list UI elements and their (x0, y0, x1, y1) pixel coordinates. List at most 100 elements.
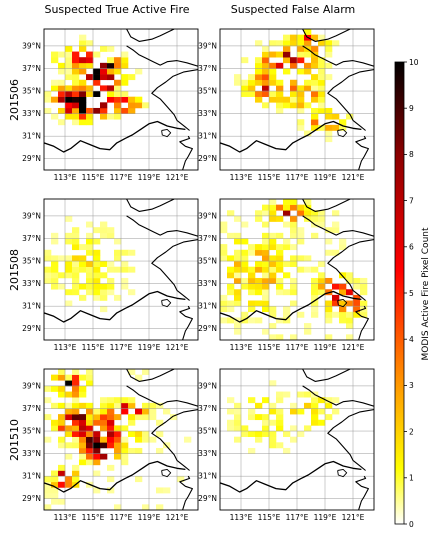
fire-pixel-cell (276, 40, 284, 47)
fire-pixel-cell (255, 244, 263, 251)
fire-pixel-cell (276, 414, 284, 421)
fire-pixel-cell (290, 40, 298, 47)
fire-pixel-cell (100, 261, 108, 267)
fire-pixel-cell (65, 45, 73, 52)
fire-pixel-cell (332, 221, 340, 228)
fire-pixel-cell (318, 124, 326, 131)
fire-pixel-cell (339, 124, 347, 131)
fire-pixel-cell (339, 238, 347, 245)
fire-pixel-cell (114, 85, 122, 92)
coastline-segment (327, 409, 374, 471)
fire-pixel-cell (297, 210, 305, 217)
fire-pixel-cell (227, 300, 235, 307)
fire-pixel-cell (121, 107, 129, 114)
fire-pixel-cell (248, 74, 256, 81)
fire-pixel-cell (220, 227, 228, 234)
fire-pixel-cell (135, 436, 143, 443)
fire-pixel-cell (65, 442, 73, 449)
fire-pixel-cell (241, 277, 249, 284)
fire-pixel-cell (114, 255, 122, 262)
x-tick-label: 117°E (110, 513, 133, 522)
fire-pixel-cell (248, 300, 256, 307)
fire-pixel-cell (72, 79, 80, 86)
fire-pixel-cell (79, 391, 87, 398)
fire-pixel-cell (79, 107, 87, 114)
fire-pixel-cell (318, 261, 326, 267)
fire-pixel-cell (276, 266, 284, 273)
fire-pixel-cell (283, 244, 291, 251)
panel-grid: 113°E 115°E 117°E 119°E 121°E 39°N 37°N 35°N 33°… (22, 28, 375, 522)
fire-pixel-cell (297, 34, 305, 41)
coastline-segment (355, 305, 369, 340)
fire-pixel-cell (51, 470, 59, 477)
fire-pixel-cell (283, 431, 291, 437)
fire-pixel-cell (255, 96, 263, 103)
coastline-segment (302, 215, 374, 237)
graticule (220, 29, 374, 170)
fire-pixel-cell (72, 266, 80, 273)
x-tick-label: 115°E (82, 343, 105, 352)
fire-pixel-cell (93, 283, 101, 290)
coastline (44, 199, 198, 340)
y-tick-label: 39°N (22, 381, 41, 390)
fire-pixel-cell (325, 277, 333, 284)
fire-pixel-cell (65, 96, 73, 103)
colorbar-tick-label: 2 (409, 427, 414, 436)
fire-pixel-cell (255, 249, 263, 256)
x-tick-label: 113°E (230, 173, 253, 182)
fire-pixel-cell (262, 249, 270, 256)
fire-pixel-cell (51, 266, 59, 273)
fire-pixel-cell (283, 221, 291, 228)
fire-pixel-cell (297, 255, 305, 262)
fire-pixel-cell (72, 91, 80, 97)
fire-pixel-cell (142, 102, 150, 109)
fire-pixel-cell (297, 431, 305, 437)
fire-pixel-cell (311, 306, 319, 313)
fire-pixel-cell (262, 232, 270, 239)
fire-pixel-cell (283, 391, 291, 398)
fire-pixel-cell (262, 300, 270, 307)
fire-pixel-cell (269, 210, 277, 217)
fire-pixel-cell (72, 442, 80, 449)
fire-pixel-cell (262, 289, 270, 296)
fire-pixel-cell (332, 283, 340, 290)
fire-pixel-cell (79, 402, 87, 409)
fire-pixel-cell (346, 289, 354, 296)
panel-201508-false-alarm: 113°E 115°E 117°E 119°E 121°E 39°N 37°N 35°N 33°… (198, 198, 375, 352)
colorbar: 0 1 2 3 4 5 6 7 8 9 10 (394, 58, 419, 529)
fire-pixel-cell (72, 74, 80, 81)
panel-frame (43, 368, 199, 511)
colorbar-gradient (394, 61, 405, 525)
fire-pixel-cell (86, 74, 94, 81)
fire-pixel-cell (51, 255, 59, 262)
fire-pixel-cell (318, 419, 326, 426)
fire-pixel-cell (297, 68, 305, 75)
x-tick-label: 117°E (110, 343, 133, 352)
fire-pixel-cell (318, 91, 326, 97)
panel-frame (219, 198, 375, 341)
fire-pixel-cell (248, 266, 256, 273)
fire-pixel-cell (107, 425, 115, 432)
fire-pixel-cell (332, 294, 340, 301)
fire-pixel-cell (304, 402, 312, 409)
fire-pixel-cell (72, 419, 80, 426)
coastline (44, 369, 198, 510)
fire-pixel-cell (241, 249, 249, 256)
y-tick-label: 29°N (22, 494, 41, 503)
colorbar-tick-label: 3 (409, 381, 414, 390)
fire-pixel-cell (262, 57, 270, 64)
fire-pixel-cell (100, 85, 108, 92)
fire-pixel-cell (276, 96, 284, 103)
fire-pixel-cell (184, 436, 192, 443)
fire-pixel-cell (311, 124, 319, 131)
fire-pixel-cell (65, 74, 73, 81)
coastline-segment (302, 45, 374, 67)
panel-201506-true-fire: 113°E 115°E 117°E 119°E 121°E 39°N 37°N 35°N 33°… (22, 28, 199, 182)
y-tick-label: 33°N (198, 109, 217, 118)
fire-pixel-cell (311, 74, 319, 81)
fire-pixel-cell (325, 113, 333, 120)
fire-pixel-cell (290, 85, 298, 92)
fire-pixel-cell (86, 374, 94, 381)
fire-pixel-cell (241, 317, 249, 324)
fire-pixel-cell (255, 62, 263, 69)
